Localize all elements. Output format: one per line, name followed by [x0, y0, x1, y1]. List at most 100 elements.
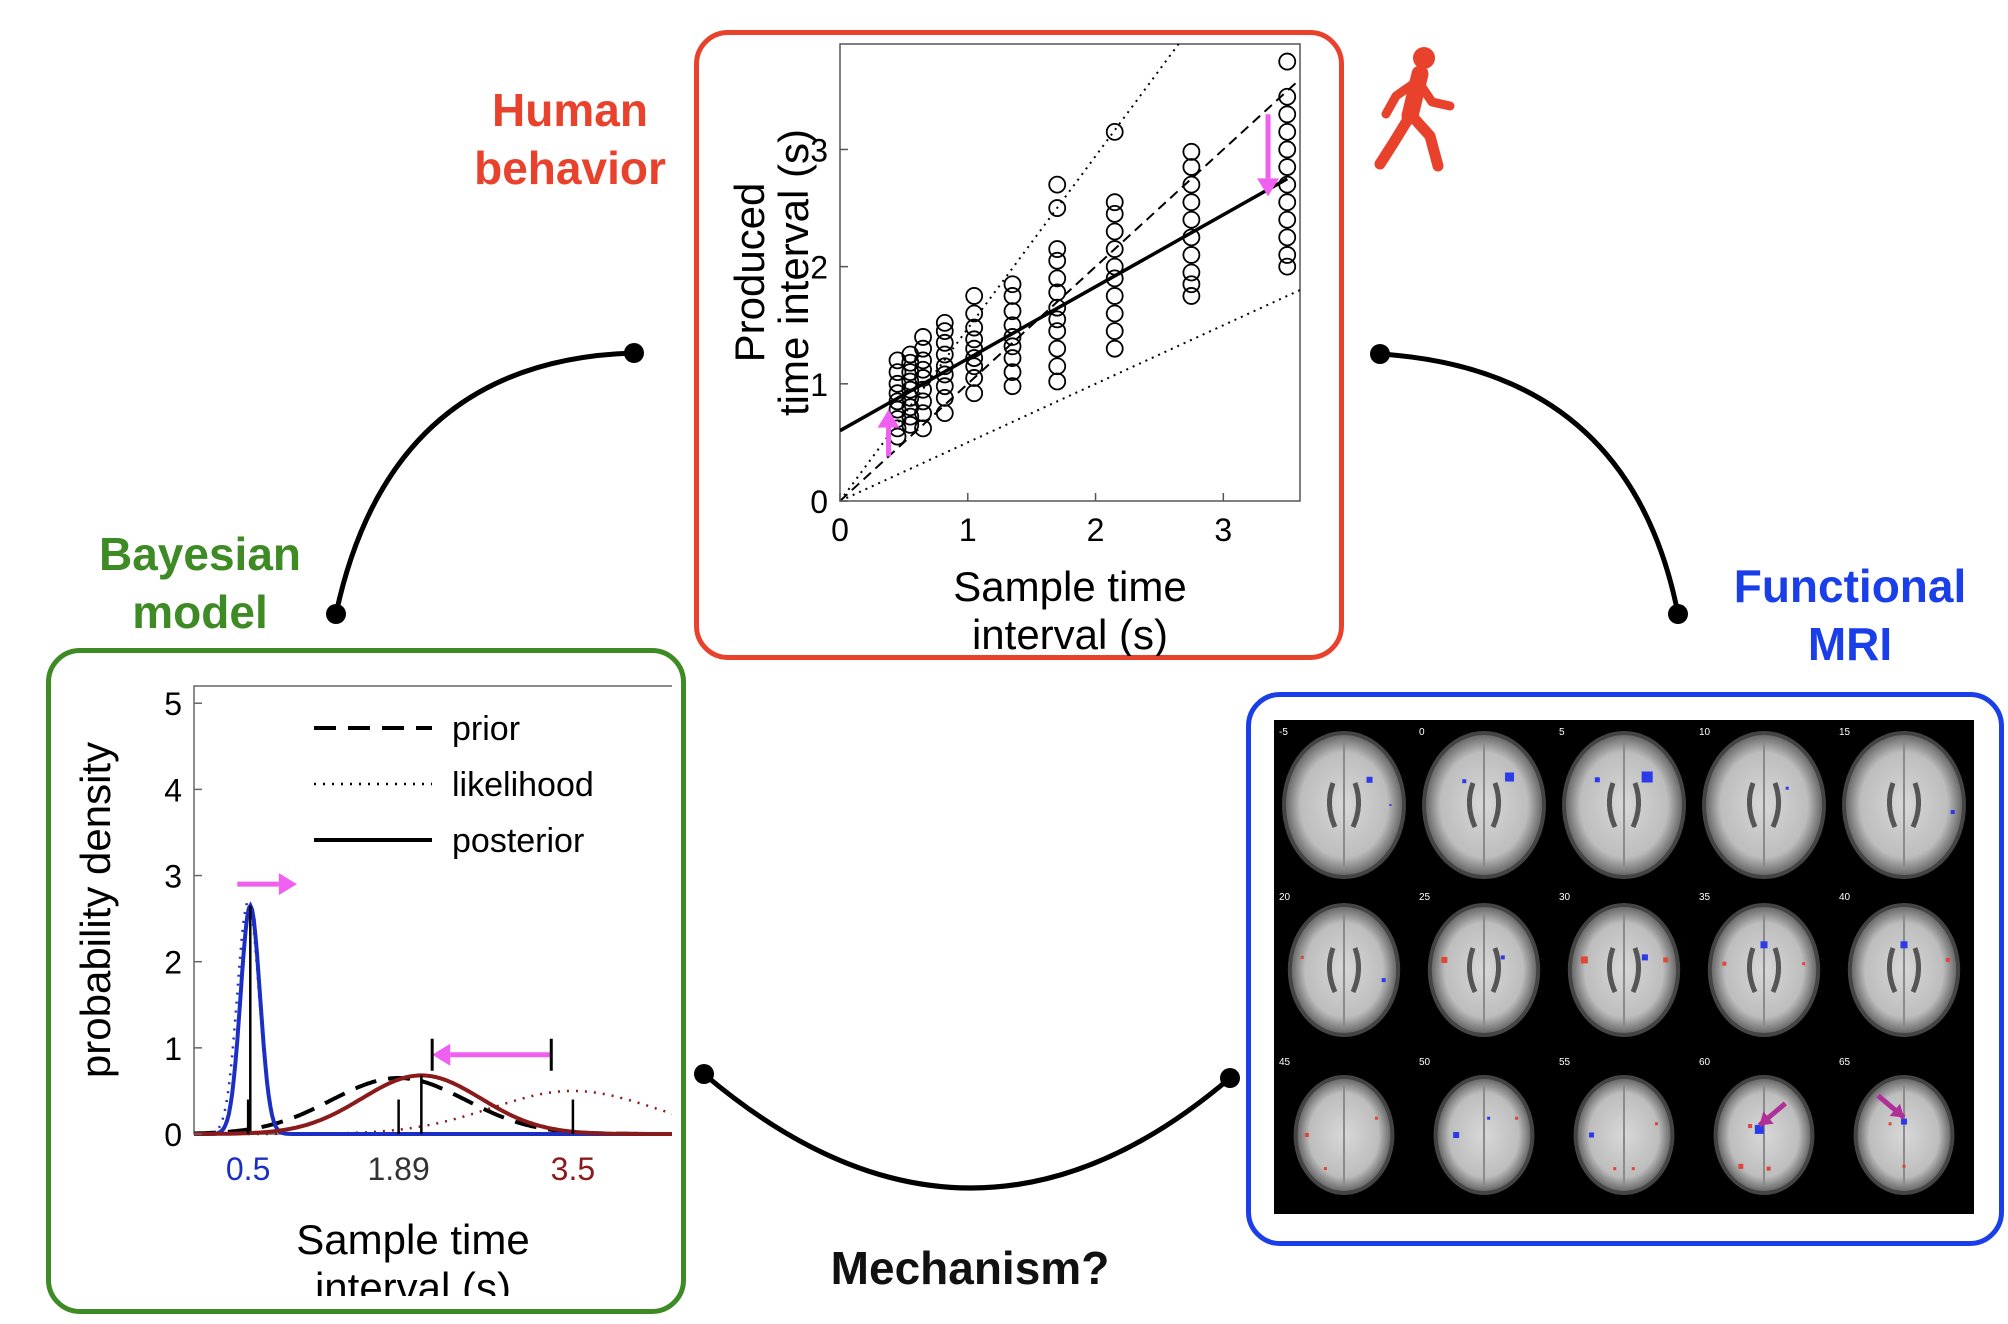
scatter-point: [1278, 105, 1297, 124]
activation-red: [1300, 955, 1304, 959]
brain-slice: 55: [1555, 1051, 1693, 1213]
scatter-point: [901, 415, 920, 434]
scatter-point: [1182, 228, 1201, 247]
scatter-point: [965, 357, 984, 376]
bayesian-model-panel: [46, 648, 686, 1314]
scatter-point: [1182, 246, 1201, 264]
scatter-point: [901, 407, 920, 426]
highlight-arrow: [1757, 1101, 1787, 1128]
x-tick-label: 0: [831, 512, 849, 548]
walking-person-icon: [1374, 47, 1455, 172]
brain-slice-image: 15: [1839, 727, 1966, 879]
arc-human-to-fmri: [1379, 351, 1681, 615]
brain-slice: 45: [1275, 1051, 1413, 1213]
fit-line: [840, 177, 1289, 433]
activation-blue: [1487, 1116, 1491, 1120]
scatter-point: [914, 404, 932, 423]
scatter-point: [1182, 263, 1201, 282]
scatter-point: [935, 322, 954, 340]
ventricle-right: [1490, 782, 1501, 829]
activation-red: [1902, 1164, 1906, 1168]
activation-blue: [1366, 776, 1373, 783]
slice-label: 40: [1839, 892, 1851, 903]
scatter-point: [1278, 257, 1297, 276]
activation-blue: [1505, 772, 1515, 782]
brain-slice: 15: [1835, 721, 1973, 883]
arc-bayes-to-human: [333, 350, 635, 615]
activation-blue: [1754, 1124, 1764, 1134]
scatter-point: [935, 333, 954, 352]
y-tick-label: 2: [164, 945, 182, 981]
activation-red: [1722, 961, 1727, 966]
y-tick-label: 0: [164, 1117, 182, 1153]
functional-mri-label: Functional MRI: [1700, 558, 2000, 673]
shift-arrow-left-head: [432, 1043, 451, 1066]
scatter-point: [1182, 210, 1201, 229]
scatter-point: [1105, 193, 1124, 212]
x-axis-label: Sample time: [296, 1216, 529, 1263]
scatter-point: [965, 287, 984, 305]
human-behavior-label: Human behavior: [440, 82, 700, 197]
slice-label: 10: [1699, 727, 1711, 738]
ventricle-left: [1607, 947, 1618, 994]
brain-slice-image: 10: [1699, 727, 1826, 879]
scatter-point: [965, 384, 984, 403]
brain-slice: 20: [1275, 886, 1413, 1048]
scatter-point: [1048, 339, 1067, 358]
bias-arrow-up: [877, 409, 900, 457]
scatter-point: [1278, 193, 1297, 212]
ventricle-left: [1887, 947, 1898, 994]
scatter-point: [935, 313, 954, 332]
scatter-point: [1105, 122, 1124, 141]
brain-slice: -5: [1275, 721, 1413, 883]
scatter-point: [1003, 363, 1022, 382]
scatter-point: [1182, 275, 1201, 294]
scatter-point: [914, 351, 932, 370]
x-tick-label: 1.89: [367, 1151, 429, 1187]
ventricle-left: [1327, 947, 1338, 994]
highlight-arrow-head: [1889, 1103, 1904, 1118]
scatter-point: [1278, 175, 1297, 194]
scatter-point: [1105, 304, 1124, 323]
scatter-point: [1048, 372, 1067, 391]
bias-arrow-down: [1257, 114, 1280, 197]
human-behavior-panel: [694, 30, 1344, 660]
activation-red: [1802, 962, 1806, 966]
bayes-label-line2: model: [132, 585, 268, 638]
scatter-point: [1105, 240, 1124, 258]
scatter-point: [914, 369, 932, 387]
slice-label: 20: [1279, 892, 1291, 903]
x-axis-label: interval (s): [315, 1264, 511, 1296]
density-chart: 0.5 1.89 3.5 0 1 2 3 4 5 prior likelihood posterior…: [72, 685, 672, 1296]
scatter-point: [935, 388, 954, 407]
y-tick-label: 1: [164, 1031, 182, 1067]
scatter-point: [1182, 193, 1201, 212]
y-tick-label: 3: [164, 859, 182, 895]
posterior-curve: [194, 901, 672, 1136]
scatter-point: [1105, 339, 1124, 358]
ventricle-right: [1350, 782, 1361, 829]
identity-line: [840, 78, 1300, 501]
slice-label: 45: [1279, 1057, 1291, 1068]
y-tick-label: 5: [164, 686, 182, 722]
ventricle-left: [1747, 782, 1758, 829]
brain-slice: 50: [1415, 1051, 1553, 1213]
scatter-point: [1003, 349, 1022, 367]
activation-red: [1323, 1167, 1327, 1171]
scatter-point: [1003, 287, 1022, 305]
scatter-point: [1278, 246, 1297, 264]
scatter-point: [914, 392, 932, 411]
brain-slice-image: 30: [1559, 892, 1681, 1037]
scatter-point: [1278, 87, 1297, 106]
bias-arrow-up-head: [877, 409, 900, 428]
activation-blue: [1462, 779, 1467, 784]
y-tick-label: 4: [164, 772, 182, 808]
slice-label: 15: [1839, 727, 1851, 738]
arc-end-dot: [624, 343, 644, 363]
scatter-point: [1278, 210, 1297, 229]
human-label-line1: Human: [492, 84, 648, 136]
scatter-point: [1278, 158, 1297, 176]
activation-red: [1738, 1163, 1744, 1169]
activation-red: [1514, 1116, 1518, 1120]
brain-slice: 25: [1415, 886, 1553, 1048]
